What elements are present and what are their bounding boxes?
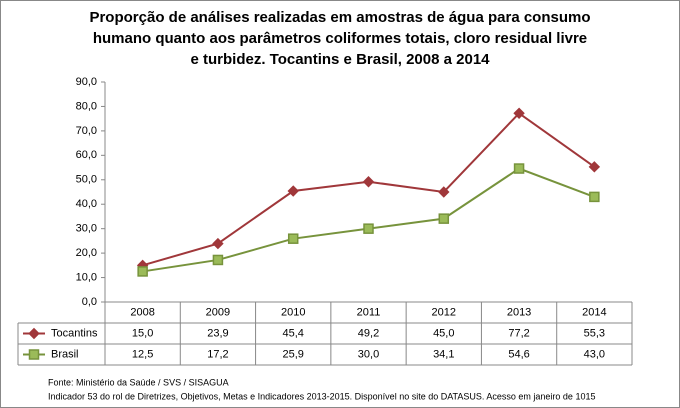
y-tick-label: 30,0	[76, 223, 97, 235]
table-value: 17,2	[207, 348, 228, 360]
y-tick-label: 90,0	[76, 76, 97, 88]
table-value: 55,3	[584, 327, 605, 339]
table-value: 54,6	[508, 348, 529, 360]
data-point	[362, 176, 375, 188]
table-value: 34,1	[433, 348, 454, 360]
x-tick-label: 2014	[582, 306, 606, 318]
table-value: 23,9	[207, 327, 228, 339]
y-tick-label: 0,0	[82, 296, 97, 308]
data-point	[287, 185, 299, 197]
chart-title: humano quanto aos parâmetros coliformes …	[93, 30, 587, 47]
y-tick-label: 10,0	[76, 271, 97, 283]
y-tick-label: 80,0	[76, 100, 97, 112]
data-point	[363, 223, 374, 234]
legend-marker	[28, 349, 40, 360]
data-point	[212, 254, 224, 266]
table-value: 45,0	[433, 327, 454, 339]
x-tick-label: 2008	[130, 306, 154, 318]
x-tick-label: 2012	[432, 306, 456, 318]
table-value: 30,0	[358, 348, 379, 360]
data-point	[438, 186, 450, 198]
legend-marker	[28, 327, 40, 340]
chart-title: e turbidez. Tocantins e Brasil, 2008 a 2…	[190, 51, 490, 68]
table-value: 45,4	[283, 327, 304, 339]
table-value: 49,2	[358, 327, 379, 339]
table-value: 15,0	[132, 327, 153, 339]
y-tick-label: 40,0	[76, 198, 97, 210]
data-point	[438, 213, 450, 224]
y-tick-label: 60,0	[76, 149, 97, 161]
data-point	[513, 163, 525, 174]
table-value: 25,9	[283, 348, 304, 360]
x-tick-label: 2011	[357, 306, 381, 318]
data-point	[137, 266, 148, 277]
y-tick-label: 20,0	[76, 247, 97, 259]
footnote: Fonte: Ministério da Saúde / SVS / SISAG…	[48, 377, 229, 387]
footnote: Indicador 53 do rol de Diretrizes, Objet…	[48, 391, 595, 401]
x-tick-label: 2013	[507, 306, 531, 318]
data-point	[212, 237, 224, 250]
table-value: 12,5	[132, 348, 153, 360]
chart-title: Proporção de análises realizadas em amos…	[89, 9, 590, 26]
data-point	[588, 161, 601, 173]
y-tick-label: 50,0	[76, 174, 97, 186]
x-tick-label: 2009	[206, 306, 230, 318]
data-point	[287, 233, 299, 244]
y-tick-label: 70,0	[76, 125, 97, 137]
data-point	[589, 191, 600, 203]
data-point	[513, 107, 525, 119]
table-value: 77,2	[508, 327, 529, 339]
legend-label: Brasil	[51, 348, 79, 360]
x-tick-label: 2010	[281, 306, 305, 318]
legend-label: Tocantins	[51, 327, 98, 339]
table-value: 43,0	[584, 348, 605, 360]
